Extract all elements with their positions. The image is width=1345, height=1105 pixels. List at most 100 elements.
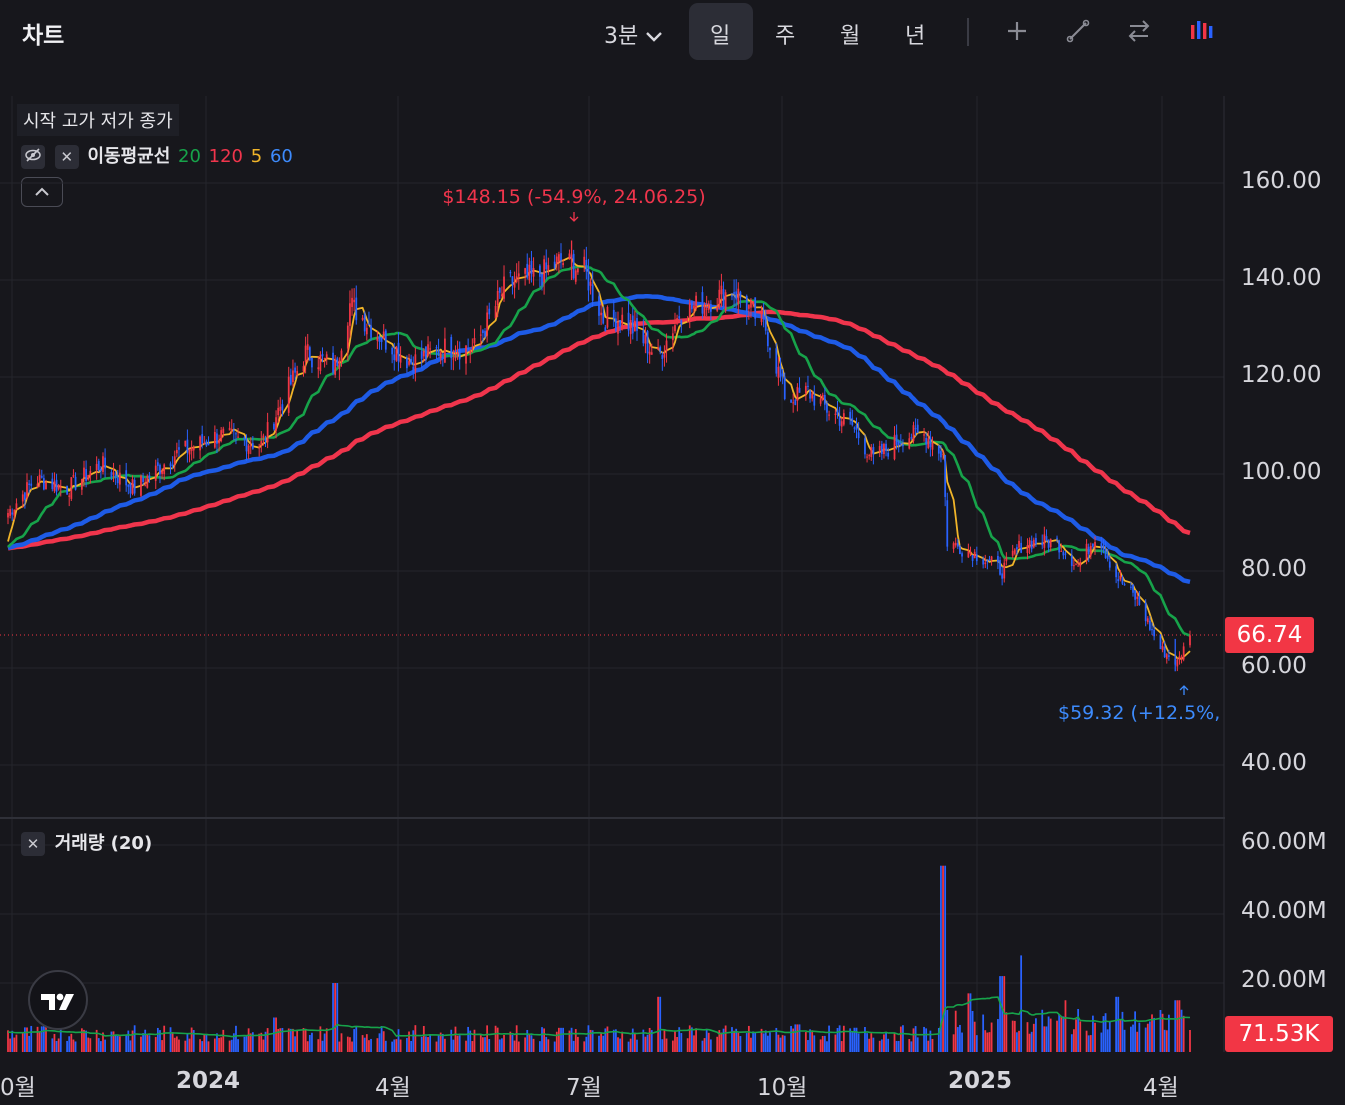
close-icon[interactable]: ✕ (21, 832, 45, 856)
volume-bar (779, 1037, 782, 1052)
volume-bar (70, 1033, 73, 1052)
volume-bar (633, 1032, 636, 1052)
arrow-down-icon (569, 212, 579, 222)
close-icon[interactable]: ✕ (54, 145, 79, 169)
volume-bar (277, 1028, 280, 1052)
volume-bar (1146, 1023, 1149, 1052)
volume-bar (235, 1025, 237, 1052)
volume-bar (511, 1034, 514, 1052)
candle-body (870, 447, 873, 457)
volume-bar (997, 1019, 999, 1052)
candle-body (1104, 548, 1107, 558)
candle-body (1136, 596, 1139, 599)
candle-body (967, 551, 970, 558)
volume-bar (420, 1036, 423, 1052)
candle-body (36, 483, 39, 487)
volume-bar (412, 1030, 415, 1052)
candle-body (695, 295, 697, 309)
candle-body (289, 374, 292, 385)
candle-body (205, 441, 208, 446)
ohlc-legend: 시작 고가 저가 종가 (17, 104, 179, 136)
line-tool-icon[interactable] (1061, 14, 1095, 48)
tab-period-year[interactable]: 년 (905, 24, 926, 49)
candle-body (1064, 553, 1067, 555)
ma-period-5: 5 (250, 146, 263, 167)
compare-icon[interactable] (1122, 14, 1156, 48)
volume-bar (201, 1041, 204, 1052)
candle-body (701, 292, 704, 314)
hide-eye-icon[interactable] (21, 145, 45, 169)
volume-bar (289, 1028, 292, 1052)
last-volume-tag: 71.53K (1225, 1016, 1333, 1052)
volume-bar (1178, 1000, 1181, 1052)
candle-body (260, 441, 263, 446)
volume-bar (591, 1030, 594, 1052)
candle-body (627, 312, 630, 331)
volume-bar (258, 1033, 261, 1052)
candle-body (148, 475, 151, 478)
candle-body (479, 334, 482, 336)
interval-dropdown[interactable]: 3분 (604, 18, 663, 50)
candle-body (169, 463, 172, 467)
candle-body (399, 355, 402, 363)
volume-bar (308, 1035, 311, 1052)
tradingview-logo[interactable] (28, 970, 88, 1030)
candles-icon[interactable] (1184, 14, 1218, 48)
candle-body (1089, 545, 1092, 556)
candle-body (425, 346, 427, 360)
candle-body (777, 366, 780, 378)
candle-body (838, 417, 841, 426)
volume-bar (916, 1037, 919, 1052)
volume-bars (7, 865, 1191, 1052)
collapse-legend-button[interactable] (21, 177, 63, 207)
plus-icon[interactable] (1000, 14, 1034, 48)
candle-body (131, 478, 134, 494)
candle-body (192, 447, 195, 451)
volume-bar (619, 1038, 621, 1052)
candle-body (203, 442, 206, 444)
candle-body (999, 560, 1001, 575)
volume-bar (530, 1035, 533, 1052)
high-annotation: $148.15 (-54.9%, 24.06.25) (442, 186, 705, 208)
volume-bar (262, 1039, 265, 1052)
candle-body (171, 464, 174, 466)
tab-period-month[interactable]: 월 (840, 24, 861, 49)
volume-bar (467, 1026, 470, 1052)
candle-body (376, 336, 379, 341)
volume-bar (479, 1035, 482, 1052)
candle-body (427, 344, 429, 356)
volume-bar (1028, 1033, 1031, 1052)
volume-bar (228, 1040, 231, 1052)
volume-bar (40, 1026, 43, 1052)
volume-bar (232, 1033, 235, 1052)
candle-body (853, 427, 856, 429)
candle-body (467, 347, 470, 350)
volume-bar (220, 1037, 223, 1052)
candle-body (600, 312, 602, 316)
candle-body (857, 432, 860, 439)
candle-body (661, 355, 664, 359)
volume-bar (365, 1034, 368, 1052)
volume-bar (555, 1031, 558, 1052)
candle-body (498, 287, 501, 293)
volume-bar (676, 1036, 678, 1052)
candle-body (26, 482, 28, 498)
candle-body (883, 443, 885, 455)
volume-bar (243, 1036, 246, 1052)
candle-body (583, 256, 586, 265)
candle-body (615, 318, 617, 331)
volume-bar (686, 1038, 689, 1052)
toolbar-divider (967, 18, 969, 46)
tab-period-day[interactable]: 일 (710, 24, 731, 49)
candle-body (718, 289, 721, 309)
volume-bar (855, 1027, 858, 1052)
volume-bar (842, 1025, 845, 1052)
volume-bar (439, 1032, 442, 1052)
volume-bar (984, 1030, 987, 1052)
volume-bar (1144, 1027, 1147, 1052)
volume-bar (952, 1034, 955, 1052)
candle-body (496, 290, 499, 306)
tab-period-week[interactable]: 주 (775, 24, 796, 49)
candle-body (769, 347, 771, 351)
